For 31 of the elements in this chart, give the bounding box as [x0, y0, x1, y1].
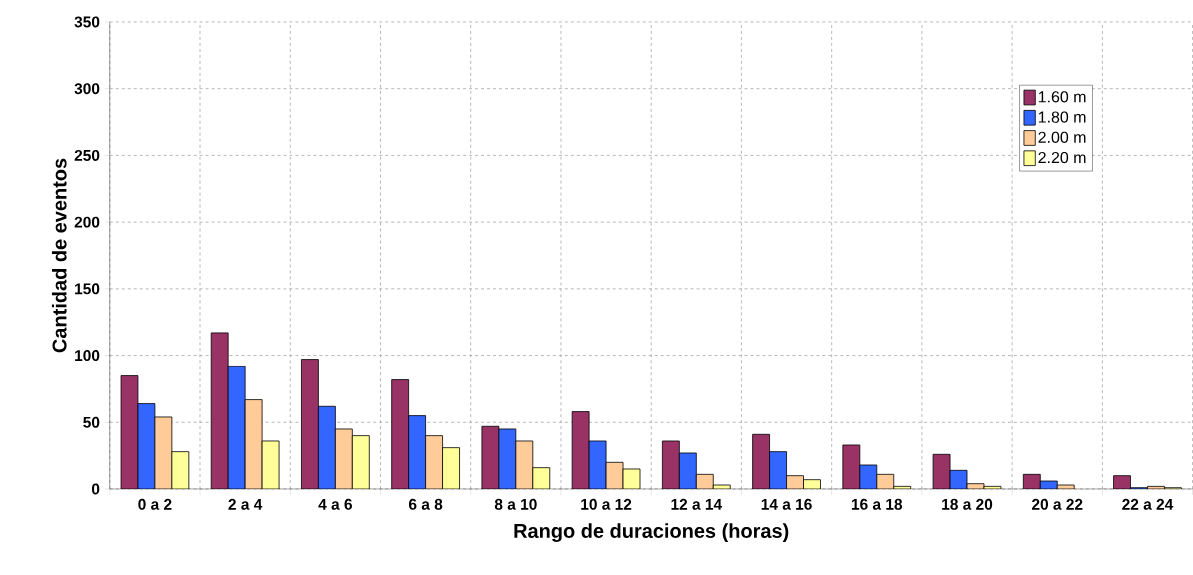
y-tick-label: 300 [74, 83, 100, 95]
legend-label: 2.00 m [1038, 131, 1086, 144]
y-tick-label: 250 [74, 150, 100, 161]
x-tick-label: 4 a 6 [318, 498, 352, 510]
x-tick-label: 12 a 14 [671, 498, 723, 510]
bar [391, 379, 410, 490]
x-axis-title: Rango de duraciones (horas) [514, 523, 789, 543]
y-tick-label: 200 [74, 216, 100, 228]
x-tick-label: 0 a 2 [138, 498, 172, 510]
x-tick-label: 10 a 12 [581, 498, 632, 510]
legend-label: 1.80 m [1038, 111, 1086, 123]
y-tick-label: 350 [74, 16, 100, 28]
x-tick-label: 16 a 18 [851, 498, 903, 510]
legend-label: 2.20 m [1038, 151, 1086, 164]
bar [210, 332, 229, 490]
legend-label: 1.60 m [1038, 91, 1086, 103]
x-tick-label: 20 a 22 [1031, 498, 1083, 510]
y-tick-label: 100 [75, 350, 100, 362]
y-tick-label: 150 [75, 283, 100, 295]
bar [661, 440, 680, 490]
x-tick-label: 22 a 24 [1122, 498, 1174, 510]
x-tick-label: 2 a 4 [228, 498, 263, 510]
y-tick-label: 50 [83, 416, 100, 428]
x-tick-label: 14 a 16 [761, 498, 812, 510]
x-tick-label: 18 a 20 [942, 498, 993, 510]
y-tick-label: 0 [91, 483, 100, 495]
bar [752, 433, 770, 490]
x-tick-label: 6 a 8 [408, 498, 443, 510]
bar [301, 359, 319, 490]
y-axis-title: Cantidad de eventos [51, 158, 67, 353]
x-tick-label: 8 a 10 [494, 498, 537, 510]
